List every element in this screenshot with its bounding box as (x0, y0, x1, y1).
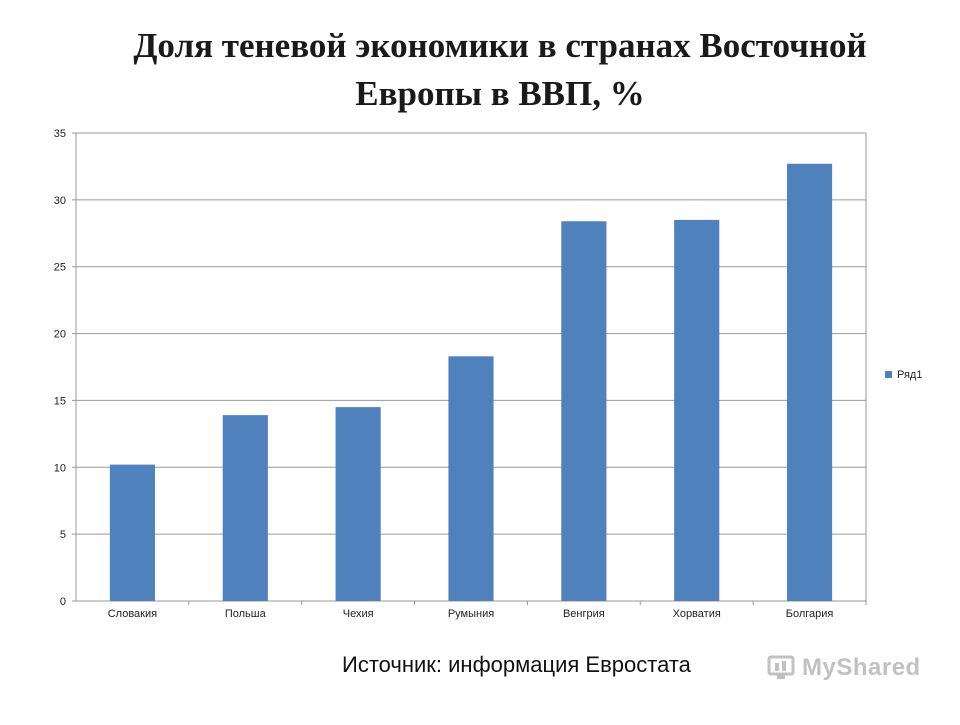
bar-1 (109, 464, 155, 601)
bar-7 (787, 163, 833, 602)
y-tick-label: 15 (54, 395, 66, 407)
y-tick-label: 30 (54, 195, 66, 207)
legend: Ряд1 (885, 369, 922, 381)
y-tick-label: 10 (54, 462, 66, 474)
y-axis-ticks: 0 5 10 15 20 25 30 35 (54, 128, 76, 608)
y-tick-label: 20 (54, 329, 66, 341)
chart-title-line-2: Европы в ВВП, % (355, 74, 645, 113)
bar-3 (335, 407, 381, 601)
y-tick-label: 0 (60, 596, 66, 608)
y-tick-label: 5 (60, 529, 66, 541)
bar-2 (222, 415, 268, 601)
bar-4 (448, 356, 494, 601)
chart-title-line-1: Доля теневой экономики в странах Восточн… (133, 26, 867, 65)
bar-6 (674, 219, 720, 601)
x-tick-label: Словакия (108, 608, 157, 620)
myshared-logo-icon (766, 655, 796, 681)
y-tick-label: 35 (54, 128, 66, 140)
legend-label: Ряд1 (897, 369, 922, 381)
bar-5 (561, 221, 607, 601)
x-tick-label: Румыния (448, 608, 494, 620)
watermark: MyShared (766, 654, 921, 682)
watermark-text: MyShared (802, 654, 921, 681)
bars (109, 163, 833, 602)
x-axis-ticks: Словакия Польша Чехия Румыния Венгрия Хорвати… (108, 601, 867, 620)
chart-title: Доля теневой экономики в странах Восточн… (60, 22, 940, 118)
x-tick-label: Хорватия (673, 608, 721, 620)
legend-swatch (885, 371, 892, 378)
x-tick-label: Болгария (786, 608, 834, 620)
x-tick-label: Польша (225, 608, 267, 620)
x-tick-label: Чехия (343, 608, 374, 620)
y-tick-label: 25 (54, 262, 66, 274)
x-tick-label: Венгрия (563, 608, 605, 620)
source-note: Источник: информация Евростата (342, 652, 691, 677)
